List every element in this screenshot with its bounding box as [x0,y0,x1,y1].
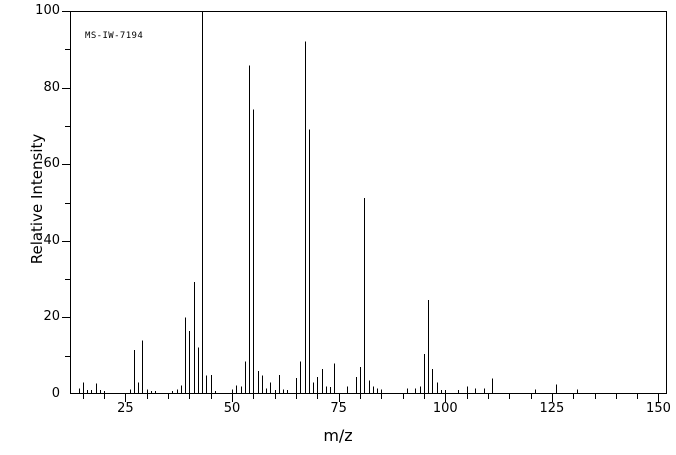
x-tick-label: 25 [117,401,134,416]
spectrum-trace [79,11,578,394]
y-axis-ticks [62,11,71,357]
y-axis-tick-labels: 0 20 40 60 80 100 [26,0,60,455]
x-tick-label: 75 [330,401,347,416]
y-tick-label: 0 [51,386,60,401]
y-tick-label: 20 [43,309,60,325]
y-tick-label: 40 [43,232,60,248]
x-axis-title: m/z [323,426,353,445]
x-axis-ticks [83,394,659,402]
sample-id-label: MS-IW-7194 [85,31,144,41]
plot-area [70,11,667,394]
y-tick-label: 60 [43,156,60,172]
x-tick-label: 100 [432,401,458,416]
x-tick-label: 50 [223,401,241,416]
y-tick-label: 100 [35,3,60,18]
plot-frame [70,11,667,394]
y-tick-label: 80 [43,79,60,95]
x-tick-label: 150 [646,401,671,416]
x-tick-label: 125 [539,401,565,416]
x-axis-tick-labels: 25 50 75 100 125 150 [0,402,676,422]
